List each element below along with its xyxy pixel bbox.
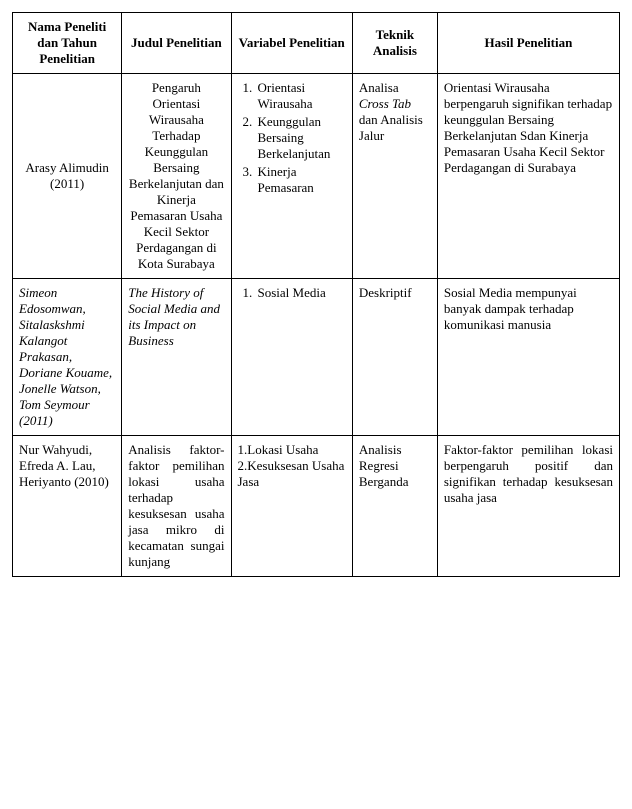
variable-item: Keunggulan Bersaing Berkelanjutan xyxy=(256,114,346,162)
header-variables: Variabel Penelitian xyxy=(231,13,352,74)
cell-variables: 1.Lokasi Usaha 2.Kesuksesan Usaha Jasa xyxy=(231,436,352,577)
cell-title: The History of Social Media and its Impa… xyxy=(122,279,231,436)
cell-result: Faktor-faktor pemilihan lokasi berpengar… xyxy=(437,436,619,577)
table-body: Arasy Alimudin (2011)Pengaruh Orientasi … xyxy=(13,74,620,577)
cell-title: Pengaruh Orientasi Wirausaha Terhadap Ke… xyxy=(122,74,231,279)
table-row: Nur Wahyudi, Efreda A. Lau, Heriyanto (2… xyxy=(13,436,620,577)
cell-variables: Orientasi WirausahaKeunggulan Bersaing B… xyxy=(231,74,352,279)
cell-author: Simeon Edosomwan, Sitalaskshmi Kalangot … xyxy=(13,279,122,436)
cell-technique: Deskriptif xyxy=(352,279,437,436)
header-author: Nama Peneliti dan Tahun Penelitian xyxy=(13,13,122,74)
table-row: Simeon Edosomwan, Sitalaskshmi Kalangot … xyxy=(13,279,620,436)
header-result: Hasil Penelitian xyxy=(437,13,619,74)
cell-result: Sosial Media mempunyai banyak dampak ter… xyxy=(437,279,619,436)
header-technique: Teknik Analisis xyxy=(352,13,437,74)
header-row: Nama Peneliti dan Tahun Penelitian Judul… xyxy=(13,13,620,74)
cell-title: Analisis faktor-faktor pemilihan lokasi … xyxy=(122,436,231,577)
header-title: Judul Penelitian xyxy=(122,13,231,74)
cell-technique: Analisis Regresi Berganda xyxy=(352,436,437,577)
cell-result: Orientasi Wirausaha berpengaruh signifik… xyxy=(437,74,619,279)
variable-item: Orientasi Wirausaha xyxy=(256,80,346,112)
cell-technique: Analisa Cross Tab dan Analisis Jalur xyxy=(352,74,437,279)
variable-item: Kinerja Pemasaran xyxy=(256,164,346,196)
variable-item: Sosial Media xyxy=(256,285,346,301)
cell-variables: Sosial Media xyxy=(231,279,352,436)
cell-author: Nur Wahyudi, Efreda A. Lau, Heriyanto (2… xyxy=(13,436,122,577)
table-row: Arasy Alimudin (2011)Pengaruh Orientasi … xyxy=(13,74,620,279)
research-table: Nama Peneliti dan Tahun Penelitian Judul… xyxy=(12,12,620,577)
cell-author: Arasy Alimudin (2011) xyxy=(13,74,122,279)
